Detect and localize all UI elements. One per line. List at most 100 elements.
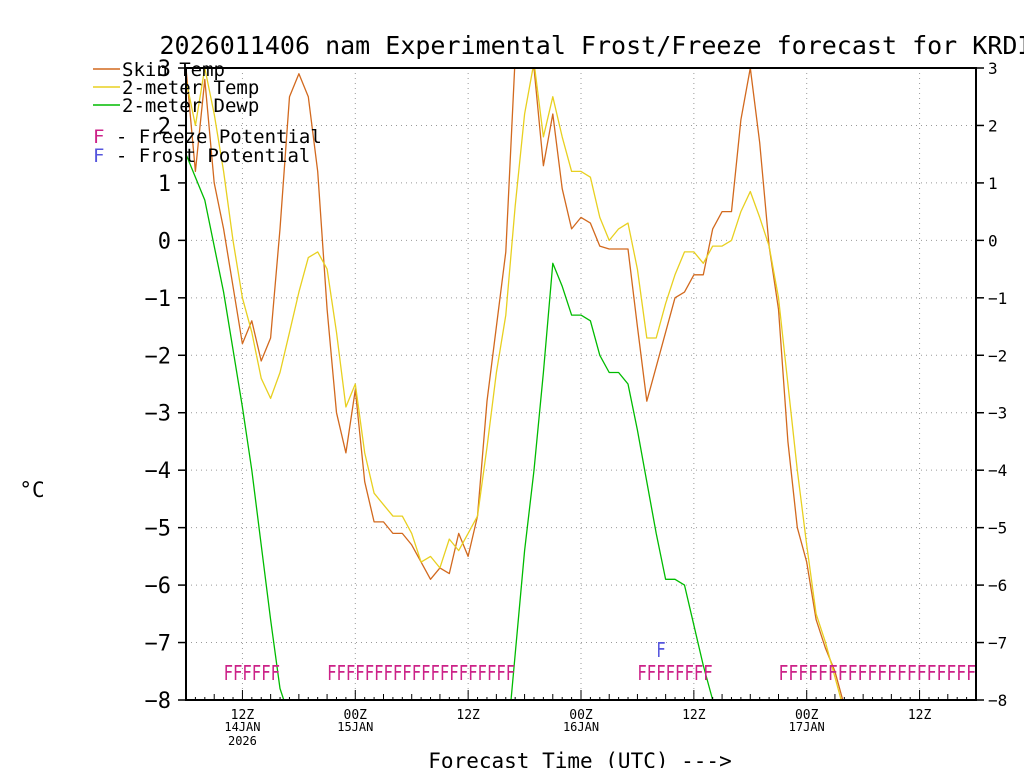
y-tick-label-left: 3	[158, 57, 171, 82]
legend-freeze-label: F - Freeze Potential	[93, 126, 322, 148]
freeze-marker: F	[808, 661, 818, 685]
y-axis-left: 3 2 1 0 −1 −2 −3 −4 −5 −6 −7 −8	[145, 57, 186, 714]
y-tick-label-right: −3	[988, 404, 1007, 423]
freeze-marker: F	[956, 661, 966, 685]
freeze-marker: F	[828, 661, 838, 685]
freeze-marker: F	[675, 661, 684, 685]
freeze-marker: F	[412, 661, 421, 685]
freeze-marker: F	[656, 661, 665, 685]
chart-title: 2026011406 nam Experimental Frost/Freeze…	[160, 31, 1024, 60]
y-tick-label-left: −6	[145, 574, 172, 599]
y-tick-label-left: 2	[158, 114, 171, 139]
freeze-marker: F	[337, 661, 346, 685]
grid-lines	[186, 68, 976, 700]
freeze-marker: F	[449, 661, 458, 685]
freeze-marker: F	[798, 661, 808, 685]
x-tick-label: 00Z	[795, 708, 819, 723]
freeze-marker: F	[917, 661, 927, 685]
x-tick-date: 17JAN	[789, 720, 825, 734]
y-tick-label-right: −6	[988, 576, 1007, 595]
freeze-marker: F	[365, 661, 374, 685]
freeze-marker: F	[858, 661, 868, 685]
y-tick-label-right: −5	[988, 519, 1007, 538]
freeze-marker: F	[459, 661, 468, 685]
legend-temp-label: 2-meter Temp	[122, 77, 259, 99]
freeze-marker: F	[224, 661, 233, 685]
freeze-marker: F	[937, 661, 947, 685]
freeze-marker: F	[402, 661, 411, 685]
x-tick-label: 12Z	[682, 708, 706, 723]
freeze-marker: F	[421, 661, 430, 685]
freeze-marker: F	[887, 661, 897, 685]
y-axis-right: 3 2 1 0 −1 −2 −3 −4 −5 −6 −7 −8	[976, 59, 1007, 710]
freeze-marker: F	[440, 661, 449, 685]
y-tick-label-left: −5	[145, 517, 172, 542]
freeze-marker: F	[927, 661, 937, 685]
freeze-marker: F	[374, 661, 383, 685]
x-tick-label: 00Z	[569, 708, 593, 723]
freeze-marker: F	[877, 661, 887, 685]
y-tick-label-right: 1	[988, 174, 998, 193]
freeze-marker: F	[242, 661, 251, 685]
freeze-marker: F	[848, 661, 858, 685]
freeze-marker: F	[647, 661, 656, 685]
series-line-skin	[186, 68, 844, 700]
legend-frost-label: F - Frost Potential	[93, 145, 310, 167]
freeze-marker: F	[327, 661, 336, 685]
x-tick-label: 12Z	[908, 708, 932, 723]
x-tick-date: 15JAN	[337, 720, 373, 734]
freeze-marker: F	[637, 661, 646, 685]
y-tick-label-left: −3	[145, 402, 172, 427]
x-tick-date: 16JAN	[563, 720, 599, 734]
legend: Skin Temp 2-meter Temp 2-meter Dewp F - …	[93, 59, 322, 167]
x-tick-date: 14JAN	[224, 720, 260, 734]
freeze-marker: F	[346, 661, 355, 685]
y-tick-label-right: −1	[988, 289, 1007, 308]
freeze-marker: F	[818, 661, 828, 685]
freeze-marker: F	[431, 661, 440, 685]
freeze-marker: F	[261, 661, 270, 685]
freeze-marker: F	[694, 661, 703, 685]
series-line-temp	[186, 68, 842, 700]
freeze-marker: F	[384, 661, 393, 685]
freeze-marker: F	[506, 661, 515, 685]
freeze-marker: F	[867, 661, 877, 685]
y-axis-label: °C	[19, 478, 44, 502]
legend-skin-label: Skin Temp	[122, 59, 225, 81]
y-tick-label-left: 0	[158, 229, 171, 254]
y-tick-label-right: 3	[988, 59, 998, 78]
freeze-marker: F	[703, 661, 712, 685]
y-tick-label-right: 2	[988, 116, 998, 135]
freeze-marker: F	[666, 661, 675, 685]
x-axis-label: Forecast Time (UTC) --->	[428, 749, 731, 768]
y-tick-label-left: −4	[145, 459, 172, 484]
freeze-marker: F	[271, 661, 280, 685]
series-line-dewp	[186, 153, 714, 700]
freeze-marker: F	[478, 661, 487, 685]
y-tick-label-right: −8	[988, 691, 1007, 710]
y-tick-label-right: −4	[988, 461, 1007, 480]
y-tick-label-left: −8	[145, 689, 172, 714]
freeze-marker: F	[233, 661, 242, 685]
freeze-marker: F	[393, 661, 402, 685]
y-tick-label-left: 1	[158, 172, 171, 197]
freeze-marker: F	[907, 661, 917, 685]
y-tick-label-left: −1	[145, 287, 172, 312]
freeze-marker: F	[897, 661, 907, 685]
freeze-marker: F	[946, 661, 956, 685]
freeze-marker: F	[788, 661, 798, 685]
freeze-marker: F	[685, 661, 694, 685]
frost-marker: F	[656, 638, 665, 662]
x-tick-label: 12Z	[231, 708, 255, 723]
x-tick-label: 12Z	[456, 708, 480, 723]
x-tick-year: 2026	[228, 734, 257, 748]
y-tick-label-right: −2	[988, 346, 1007, 365]
freeze-marker: F	[252, 661, 261, 685]
freeze-marker: F	[966, 661, 976, 685]
freeze-marker: F	[487, 661, 496, 685]
freeze-marker: F	[779, 661, 789, 685]
y-tick-label-left: −2	[145, 344, 172, 369]
